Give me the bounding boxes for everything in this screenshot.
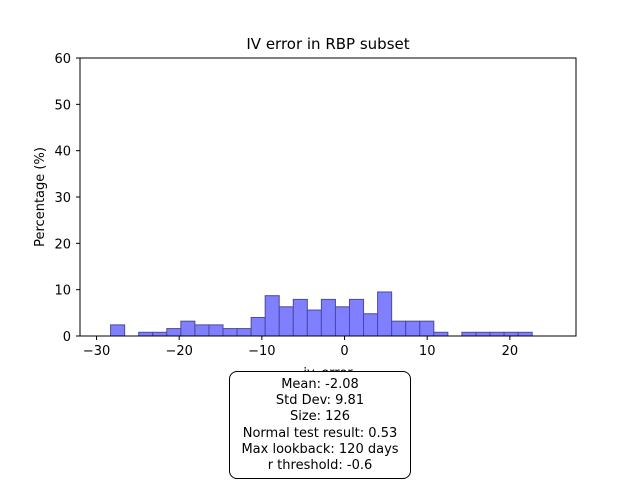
- y-axis-label: Percentage (%): [33, 147, 48, 247]
- histogram-bar: [264, 295, 280, 337]
- histogram-bar: [236, 328, 252, 337]
- histogram-bar: [138, 331, 154, 337]
- histogram-bar: [461, 331, 477, 337]
- histogram-bar: [222, 328, 238, 337]
- histogram-bar: [334, 306, 350, 337]
- x-tick-label: −30: [83, 344, 110, 359]
- y-tick-label: 40: [54, 145, 71, 160]
- histogram-bar: [320, 298, 336, 337]
- histogram-bar: [489, 331, 505, 337]
- y-tick-label: 10: [54, 284, 71, 299]
- histogram-bar: [194, 324, 210, 337]
- stat-mean: Mean: -2.08: [281, 377, 359, 392]
- stat-std-dev: Std Dev: 9.81: [275, 393, 365, 409]
- histogram-bar: [405, 320, 421, 337]
- stat-normal-test: Normal test result: 0.53: [242, 425, 398, 441]
- histogram-bar: [419, 320, 435, 337]
- histogram-bar: [166, 328, 182, 337]
- y-tick-label: 50: [54, 98, 71, 113]
- statistics-box: Mean: -2.08 Std Dev: 9.81 Size: 126 Norm…: [229, 371, 411, 479]
- stat-r-threshold: r threshold: -0.6: [267, 458, 373, 474]
- histogram-bar: [475, 331, 491, 337]
- histogram-bar: [152, 331, 168, 337]
- histogram-bar: [503, 331, 519, 337]
- histogram-bar: [433, 331, 449, 337]
- histogram-bar: [363, 313, 379, 337]
- y-tick-label: 0: [63, 330, 71, 345]
- x-tick-label: 20: [502, 344, 519, 359]
- y-tick-label: 30: [54, 191, 71, 206]
- x-tick-label: −10: [248, 344, 275, 359]
- x-tick-label: 10: [419, 344, 436, 359]
- axes: −30 −20 −10 0 10 20 0 10 20 30 40 50 60: [54, 52, 518, 359]
- histogram-bar: [208, 324, 224, 337]
- x-tick-label: 0: [340, 344, 348, 359]
- histogram-bar: [278, 306, 294, 337]
- histogram-bar: [391, 320, 407, 337]
- histogram-bar: [348, 298, 365, 337]
- histogram-bar: [377, 291, 393, 337]
- histogram-bar: [306, 309, 322, 337]
- chart-title: IV error in RBP subset: [246, 35, 409, 53]
- x-tick-label: −20: [165, 344, 192, 359]
- histogram-bar: [110, 324, 126, 337]
- histogram-bar: [180, 320, 196, 337]
- histogram-bars: [110, 291, 533, 337]
- histogram-bar: [517, 331, 533, 337]
- stat-size: Size: 126: [289, 409, 350, 425]
- y-tick-label: 20: [54, 237, 71, 252]
- y-tick-label: 60: [54, 52, 71, 67]
- histogram-bar: [250, 316, 266, 337]
- plot-frame: [79, 57, 577, 337]
- stat-max-lookback: Max lookback: 120 days: [241, 441, 399, 457]
- histogram-bar: [292, 298, 308, 337]
